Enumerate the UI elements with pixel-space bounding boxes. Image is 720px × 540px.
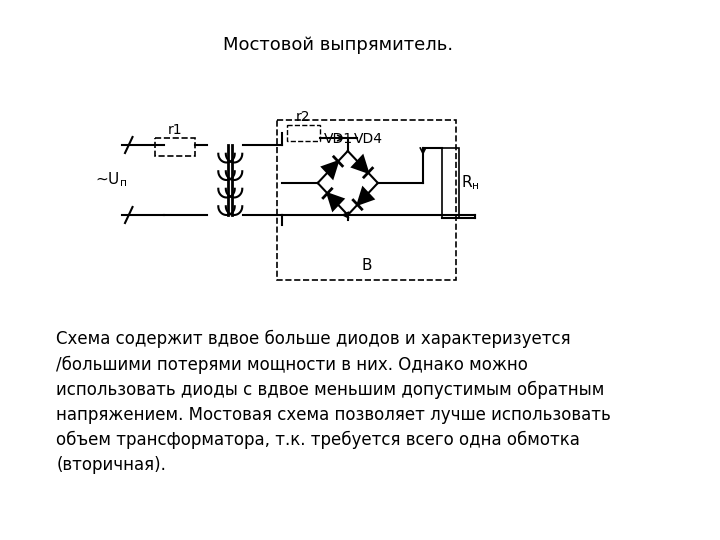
Polygon shape [352,156,368,173]
Polygon shape [358,188,374,205]
Text: VD4: VD4 [354,132,383,146]
Text: R$_\mathregular{н}$: R$_\mathregular{н}$ [461,174,480,192]
Text: VD1: VD1 [324,132,353,146]
Text: ~U$_\mathregular{п}$: ~U$_\mathregular{п}$ [95,171,127,190]
Bar [287,125,320,141]
Text: Мостовой выпрямитель.: Мостовой выпрямитель. [223,36,454,54]
Bar [155,138,194,156]
Text: Схема содержит вдвое больше диодов и характеризуется
/большими потерями мощности: Схема содержит вдвое больше диодов и хар… [56,330,611,474]
Bar [277,120,456,280]
Text: r2: r2 [296,110,310,124]
Bar [442,148,459,218]
Polygon shape [328,193,343,210]
Text: B: B [361,258,372,273]
Polygon shape [322,161,338,178]
Text: r1: r1 [168,123,182,137]
